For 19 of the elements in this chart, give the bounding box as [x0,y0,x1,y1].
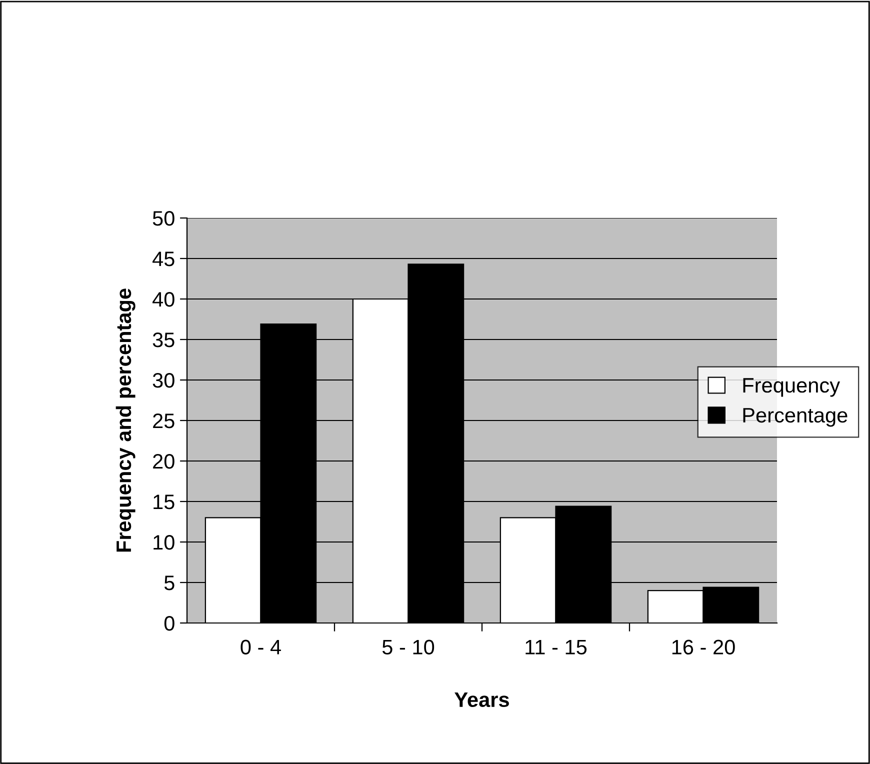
legend-label: Frequency [743,378,840,397]
y-tick-label: 15 [154,494,174,510]
y-tick-label: 30 [152,373,174,388]
y-axis-title: Frequency and percentage [116,288,136,552]
y-tick-label: 40 [152,292,174,307]
y-tick-label: 45 [152,252,174,266]
y-tick-label: 20 [153,454,174,469]
legend-label: Percentage [743,408,848,427]
y-tick-label: 35 [152,332,174,348]
x-axis-title: Years [454,692,509,708]
x-tick-label: 11 - 15 [526,640,587,655]
y-tick-label: 25 [153,414,174,428]
x-tick-label: 0 - 4 [240,640,281,655]
y-tick-label: 10 [154,535,174,550]
y-tick-label: 5 [164,576,174,590]
y-tick-label: 0 [164,616,174,631]
x-tick-label: 16 - 20 [672,640,735,655]
y-tick-label: 50 [152,211,174,226]
x-tick-label: 5 - 10 [382,640,434,655]
